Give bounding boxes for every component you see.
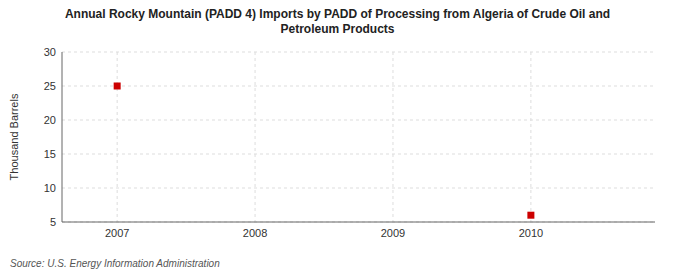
points xyxy=(114,83,535,219)
x-tick-label: 2007 xyxy=(105,227,129,239)
y-tick-label: 30 xyxy=(44,46,56,58)
x-grid-line xyxy=(255,52,256,222)
title: Annual Rocky Mountain (PADD 4) Imports b… xyxy=(65,7,610,36)
x-grid-line xyxy=(117,52,118,222)
chart: Annual Rocky Mountain (PADD 4) Imports b… xyxy=(0,0,675,275)
y-axis-line xyxy=(62,52,63,222)
y-grid-line xyxy=(62,120,655,121)
point xyxy=(527,212,534,219)
y-grid-line xyxy=(62,86,655,87)
y-grid-line xyxy=(62,188,655,189)
y-tick-label: 15 xyxy=(44,148,56,160)
y-tick-label: 5 xyxy=(50,216,56,228)
chart-container: Annual Rocky Mountain (PADD 4) Imports b… xyxy=(0,0,675,275)
x-axis-line xyxy=(62,222,655,223)
x-grid-line xyxy=(530,52,531,222)
y-grid-line xyxy=(62,52,655,53)
x-tick-label: 2010 xyxy=(519,227,543,239)
y-tick-label: 25 xyxy=(44,80,56,92)
y-axis-label: Thousand Barrels xyxy=(8,93,20,180)
y-grid-line xyxy=(62,154,655,155)
y-grid-line xyxy=(62,222,655,223)
x-tick-label: 2009 xyxy=(381,227,405,239)
point xyxy=(114,83,121,90)
x-grid-line xyxy=(392,52,393,222)
y-tick-label: 20 xyxy=(44,114,56,126)
grid xyxy=(62,52,655,222)
y-tick-label: 10 xyxy=(44,182,56,194)
source: Source: U.S. Energy Information Administ… xyxy=(10,258,220,269)
x-tick-label: 2008 xyxy=(243,227,267,239)
